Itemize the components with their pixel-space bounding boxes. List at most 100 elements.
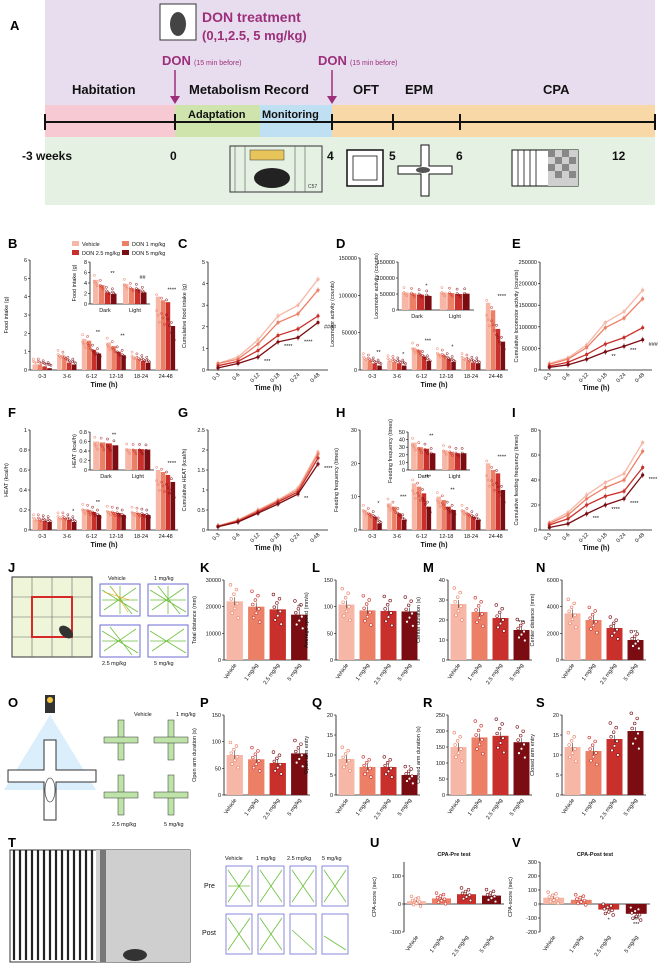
panel-h-bar (372, 516, 377, 530)
panel-v-significance: ## (633, 916, 640, 922)
panel-l-bar (401, 611, 418, 660)
panel-d-point (411, 341, 415, 345)
panel-b-inset-ytick-label: 2 (84, 292, 87, 298)
panel-b-point (49, 363, 53, 367)
panel-h-inset-point (448, 445, 452, 449)
panel-v-point (638, 918, 643, 922)
panel-k-bar (248, 606, 265, 660)
panel-p-point (294, 749, 298, 754)
panel-n-point (631, 644, 635, 648)
panel-q-point (388, 758, 392, 762)
panel-d-point (376, 360, 380, 364)
panel-v-point (631, 916, 635, 920)
panel-h-ylabel: Feeding frequency (times) (334, 448, 340, 512)
panel-h-point (470, 510, 474, 513)
panel-d-point (500, 342, 503, 346)
panel-i-xtick-label: 0-18 (597, 532, 609, 544)
panel-v-point (578, 895, 582, 900)
panel-b-inset-xtick-label: Light (129, 308, 141, 314)
panel-d-inset-point (448, 286, 451, 290)
panel-label-o: O (8, 695, 18, 710)
panel-e-series-line (549, 298, 644, 366)
epm-track-label-25mg: 2.5 mg/kg (112, 822, 136, 828)
panel-h-inset-ylabel: Feeding frequency (times) (388, 419, 394, 483)
panel-b-point (135, 355, 139, 359)
tick-label-5: 5 (389, 149, 396, 163)
panel-f-bar (116, 513, 121, 530)
panel-d-inset-point (403, 292, 407, 296)
panel-u-point (459, 886, 464, 890)
panel-i-series-line (549, 450, 644, 525)
epm-track-25mg (103, 774, 139, 816)
panel-n-xtick-label: 5 mg/kg (623, 663, 639, 682)
panel-f-point (86, 503, 89, 507)
panel-k-point (233, 606, 237, 611)
panel-v-ylabel: CPA-score (sec) (508, 877, 514, 917)
oft-center-zone (31, 596, 73, 638)
panel-m-point (495, 614, 499, 618)
panel-e-ytick-label: 250000 (519, 260, 537, 266)
panel-h-inset-point (414, 448, 417, 452)
panel-i-xtick-label: 0-6 (562, 532, 572, 542)
panel-p-point (294, 760, 299, 765)
panel-e-xtick-label: 0-48 (634, 372, 646, 384)
panel-d-point (495, 333, 498, 337)
panel-m-point (523, 638, 527, 643)
panel-m-bar (450, 604, 467, 660)
panel-h-inset-ytick-label: 30 (399, 445, 405, 451)
panel-f-inset-point (125, 442, 129, 446)
panel-b-inset-point (105, 285, 108, 289)
panel-l-point (367, 598, 371, 602)
epm-setup (4, 695, 97, 821)
panel-k-point (230, 611, 234, 615)
panel-q-xtick-label: 1 mg/kg (355, 798, 371, 817)
panel-h-bar (441, 500, 446, 530)
panel-q-point (385, 760, 390, 765)
panel-d-point (438, 355, 442, 358)
panel-m-point (460, 618, 464, 622)
panel-u-point (436, 900, 441, 904)
panel-g-xtick-label: 0-24 (289, 532, 301, 544)
panel-d-point (475, 359, 479, 362)
panel-n-bar (627, 640, 644, 660)
panel-d-inset-point (455, 287, 459, 291)
panel-u-point (484, 887, 489, 892)
panel-b-point (86, 342, 89, 345)
panel-k-point (257, 620, 262, 624)
panel-u-point (486, 898, 491, 902)
panel-f-inset-point (133, 450, 136, 453)
panel-f-point (160, 467, 163, 471)
panel-v-ytick-label: 200 (528, 874, 537, 880)
panel-b-point (167, 324, 171, 327)
panel-b-ytick-label: 2 (24, 331, 27, 337)
panel-q-ylabel: Open arm entry (304, 736, 310, 774)
panel-u-point (410, 898, 415, 903)
panel-d-bar (475, 363, 481, 370)
panel-f-inset-point (113, 447, 117, 451)
panel-k-point (250, 589, 254, 593)
panel-i-xtick-label: 0-12 (578, 532, 590, 544)
legend: Vehicle DON 1 mg/kg DON 2.5 mg/kg DON 5 … (72, 241, 165, 257)
panel-h-significance: *** (425, 474, 432, 480)
panel-d-bar (490, 310, 496, 370)
panel-e-xlabel: Time (h) (582, 385, 609, 392)
panel-b-point (48, 363, 51, 366)
panel-k-significance: ** (297, 605, 302, 611)
panel-f-ytick-label: 0.2 (19, 508, 27, 514)
panel-f-point (160, 480, 163, 484)
panel-b-ytick-label: 3 (24, 313, 27, 319)
panel-b-xlabel: Time (h) (90, 382, 117, 389)
cpa-track-label-5mg: 5 mg/kg (322, 856, 342, 862)
panel-l-point (389, 611, 393, 615)
panel-r-point (498, 741, 503, 745)
panel-p-point (228, 740, 233, 745)
panel-m-point (456, 609, 461, 613)
panel-e-xtick-label: 0-24 (615, 372, 627, 384)
panel-f-point (145, 512, 149, 516)
panel-f-point (91, 505, 94, 509)
panel-m-ytick-label: 30 (439, 598, 445, 604)
panel-s-chart: 0 5 10 15 20 Closed arm entry Vehicle 1 mg/kg 2.… (530, 711, 646, 821)
panel-d-inset-point (455, 292, 459, 295)
panel-m-xtick-label: 2.5 mg/kg (485, 663, 504, 686)
panel-r-point (475, 747, 479, 751)
